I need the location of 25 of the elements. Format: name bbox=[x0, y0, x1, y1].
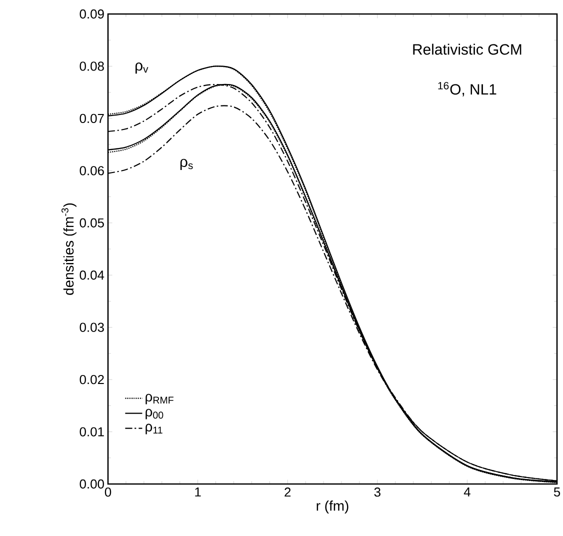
legend-label: ρ$_{00}$ bbox=[146, 408, 164, 420]
x-tick-label: 2 bbox=[284, 488, 291, 497]
y-tick-label: 0.03 bbox=[80, 322, 104, 332]
x-tick-label: 3 bbox=[374, 488, 380, 497]
y-tick-label: 0.06 bbox=[80, 166, 104, 176]
annotation: $^{16}$O, NL1 bbox=[438, 82, 496, 96]
y-tick-label: 0.08 bbox=[80, 62, 104, 71]
y-axis-title: densities (fm$^{-3}$) bbox=[62, 203, 76, 295]
annotation: ρ$_{v}$ bbox=[136, 62, 148, 74]
y-tick-label: 0.01 bbox=[80, 427, 104, 436]
annotation: Relativistic GCM bbox=[413, 44, 522, 55]
legend-label: ρ$_{11}$ bbox=[146, 424, 162, 434]
y-tick-label: 0.04 bbox=[80, 270, 104, 280]
y-tick-label: 0.02 bbox=[80, 374, 104, 384]
x-axis-title: r (fm) bbox=[316, 500, 348, 514]
x-tick-label: 1 bbox=[195, 488, 201, 496]
legend-label: ρ$_{RMF}$ bbox=[146, 394, 174, 404]
x-tick-label: 4 bbox=[464, 488, 470, 496]
y-tick-label: 0.05 bbox=[80, 218, 104, 228]
y-tick-label: 0.00 bbox=[80, 479, 104, 489]
y-tick-label: 0.09 bbox=[80, 9, 104, 19]
x-tick-label: 5 bbox=[554, 488, 560, 497]
y-tick-label: 0.07 bbox=[80, 114, 104, 124]
annotation: ρ$_{s}$ bbox=[180, 158, 193, 170]
x-tick-label: 0 bbox=[104, 488, 112, 497]
